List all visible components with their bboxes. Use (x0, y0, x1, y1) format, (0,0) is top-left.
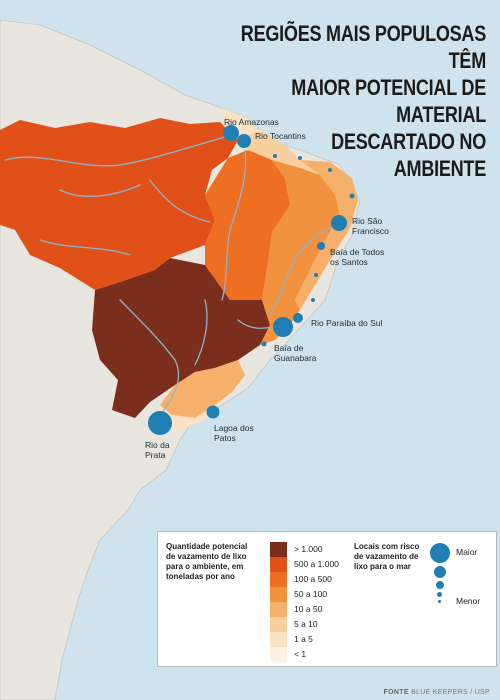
label-rio-amazonas: Rio Amazonas (224, 117, 279, 127)
label-rio-paraiba-do-sul: Rio Paraíba do Sul (311, 318, 383, 328)
legend-class-2: 500 a 1.000 (270, 557, 350, 572)
legend-swatch (270, 557, 287, 572)
legend-risk-min: Menor (456, 596, 481, 606)
region-south (160, 360, 245, 418)
label-rio-sao-francisco: Rio São Francisco (352, 216, 389, 236)
legend-risk-dot-smallest (438, 600, 441, 603)
legend-swatch (270, 647, 287, 662)
brazil-regions (0, 108, 358, 430)
river-network (4, 134, 341, 419)
legend-class-label: < 1 (294, 649, 307, 659)
legend-class-4: 50 a 100 (270, 587, 350, 602)
marker-small (349, 193, 355, 199)
legend: Quantidade potencial de vazamento de lix… (157, 531, 497, 667)
region-south-coast (160, 398, 225, 430)
marker-amazonas (223, 125, 239, 141)
label-baia-todos-os-santos: Baía de Todos os Santos (330, 247, 385, 267)
region-coastal-fringe (238, 130, 320, 175)
legend-class-label: 10 a 50 (294, 604, 323, 614)
marker-small (314, 273, 318, 277)
marker-todos-os-santos (317, 242, 325, 250)
legend-class-label: 5 a 10 (294, 619, 318, 629)
legend-swatch (270, 602, 287, 617)
legend-risk-dot-medium (434, 566, 446, 578)
source-text: BLUE KEEPERS / USP (411, 689, 490, 696)
legend-risk-dot-large (430, 543, 450, 563)
legend-risk-title: Locais com risco de vazamento de lixo pa… (354, 542, 420, 571)
label-baia-de-guanabara: Baía de Guanabara (274, 343, 317, 363)
marker-rio-da-prata (148, 411, 172, 435)
label-lagoa-dos-patos: Lagoa dos Patos (214, 423, 254, 443)
source-label: FONTE (383, 689, 409, 696)
marker-small (261, 341, 267, 347)
legend-class-6: 5 a 10 (270, 617, 350, 632)
marker-small (328, 168, 332, 172)
legend-quantity-title: Quantidade potencial de vazamento de lix… (166, 542, 248, 581)
legend-risk-max: Maior (456, 547, 478, 557)
legend-class-label: > 1.000 (294, 544, 323, 554)
legend-class-1: > 1.000 (270, 542, 350, 557)
legend-risk-dot-smaller (437, 592, 442, 597)
marker-guanabara (273, 317, 293, 337)
legend-class-label: 100 a 500 (294, 574, 332, 584)
legend-risk-dot-small (436, 581, 444, 589)
legend-class-8: < 1 (270, 647, 350, 662)
legend-swatch (270, 632, 287, 647)
marker-small (311, 298, 315, 302)
risk-markers (148, 125, 355, 435)
marker-small (298, 156, 302, 160)
page-title: REGIÕES MAIS POPULOSAS TÊM MAIOR POTENCI… (240, 20, 486, 182)
source-credit: FONTE BLUE KEEPERS / USP (384, 689, 490, 696)
legend-swatch (270, 587, 287, 602)
marker-tocantins (237, 134, 251, 148)
title-line-3: DESCARTADO NO AMBIENTE (331, 129, 486, 181)
title-line-1: REGIÕES MAIS POPULOSAS TÊM (240, 21, 486, 73)
region-south-central (92, 258, 270, 418)
region-northeast-coast (295, 160, 358, 310)
label-rio-tocantins: Rio Tocantins (255, 131, 306, 141)
legend-class-label: 50 a 100 (294, 589, 328, 599)
marker-sao-francisco (331, 215, 347, 231)
label-rio-da-prata: Rio da Prata (145, 440, 170, 460)
legend-swatch (270, 617, 287, 632)
title-line-2: MAIOR POTENCIAL DE MATERIAL (291, 75, 486, 127)
marker-paraiba (293, 313, 303, 323)
legend-class-5: 10 a 50 (270, 602, 350, 617)
legend-swatch (270, 572, 287, 587)
region-northeast (262, 158, 340, 300)
marker-small (273, 154, 277, 158)
legend-class-7: 1 a 5 (270, 632, 350, 647)
legend-swatch (270, 542, 287, 557)
legend-class-label: 1 a 5 (294, 634, 313, 644)
legend-class-3: 100 a 500 (270, 572, 350, 587)
marker-lagoa-dos-patos (206, 405, 220, 419)
legend-class-label: 500 a 1.000 (294, 559, 339, 569)
